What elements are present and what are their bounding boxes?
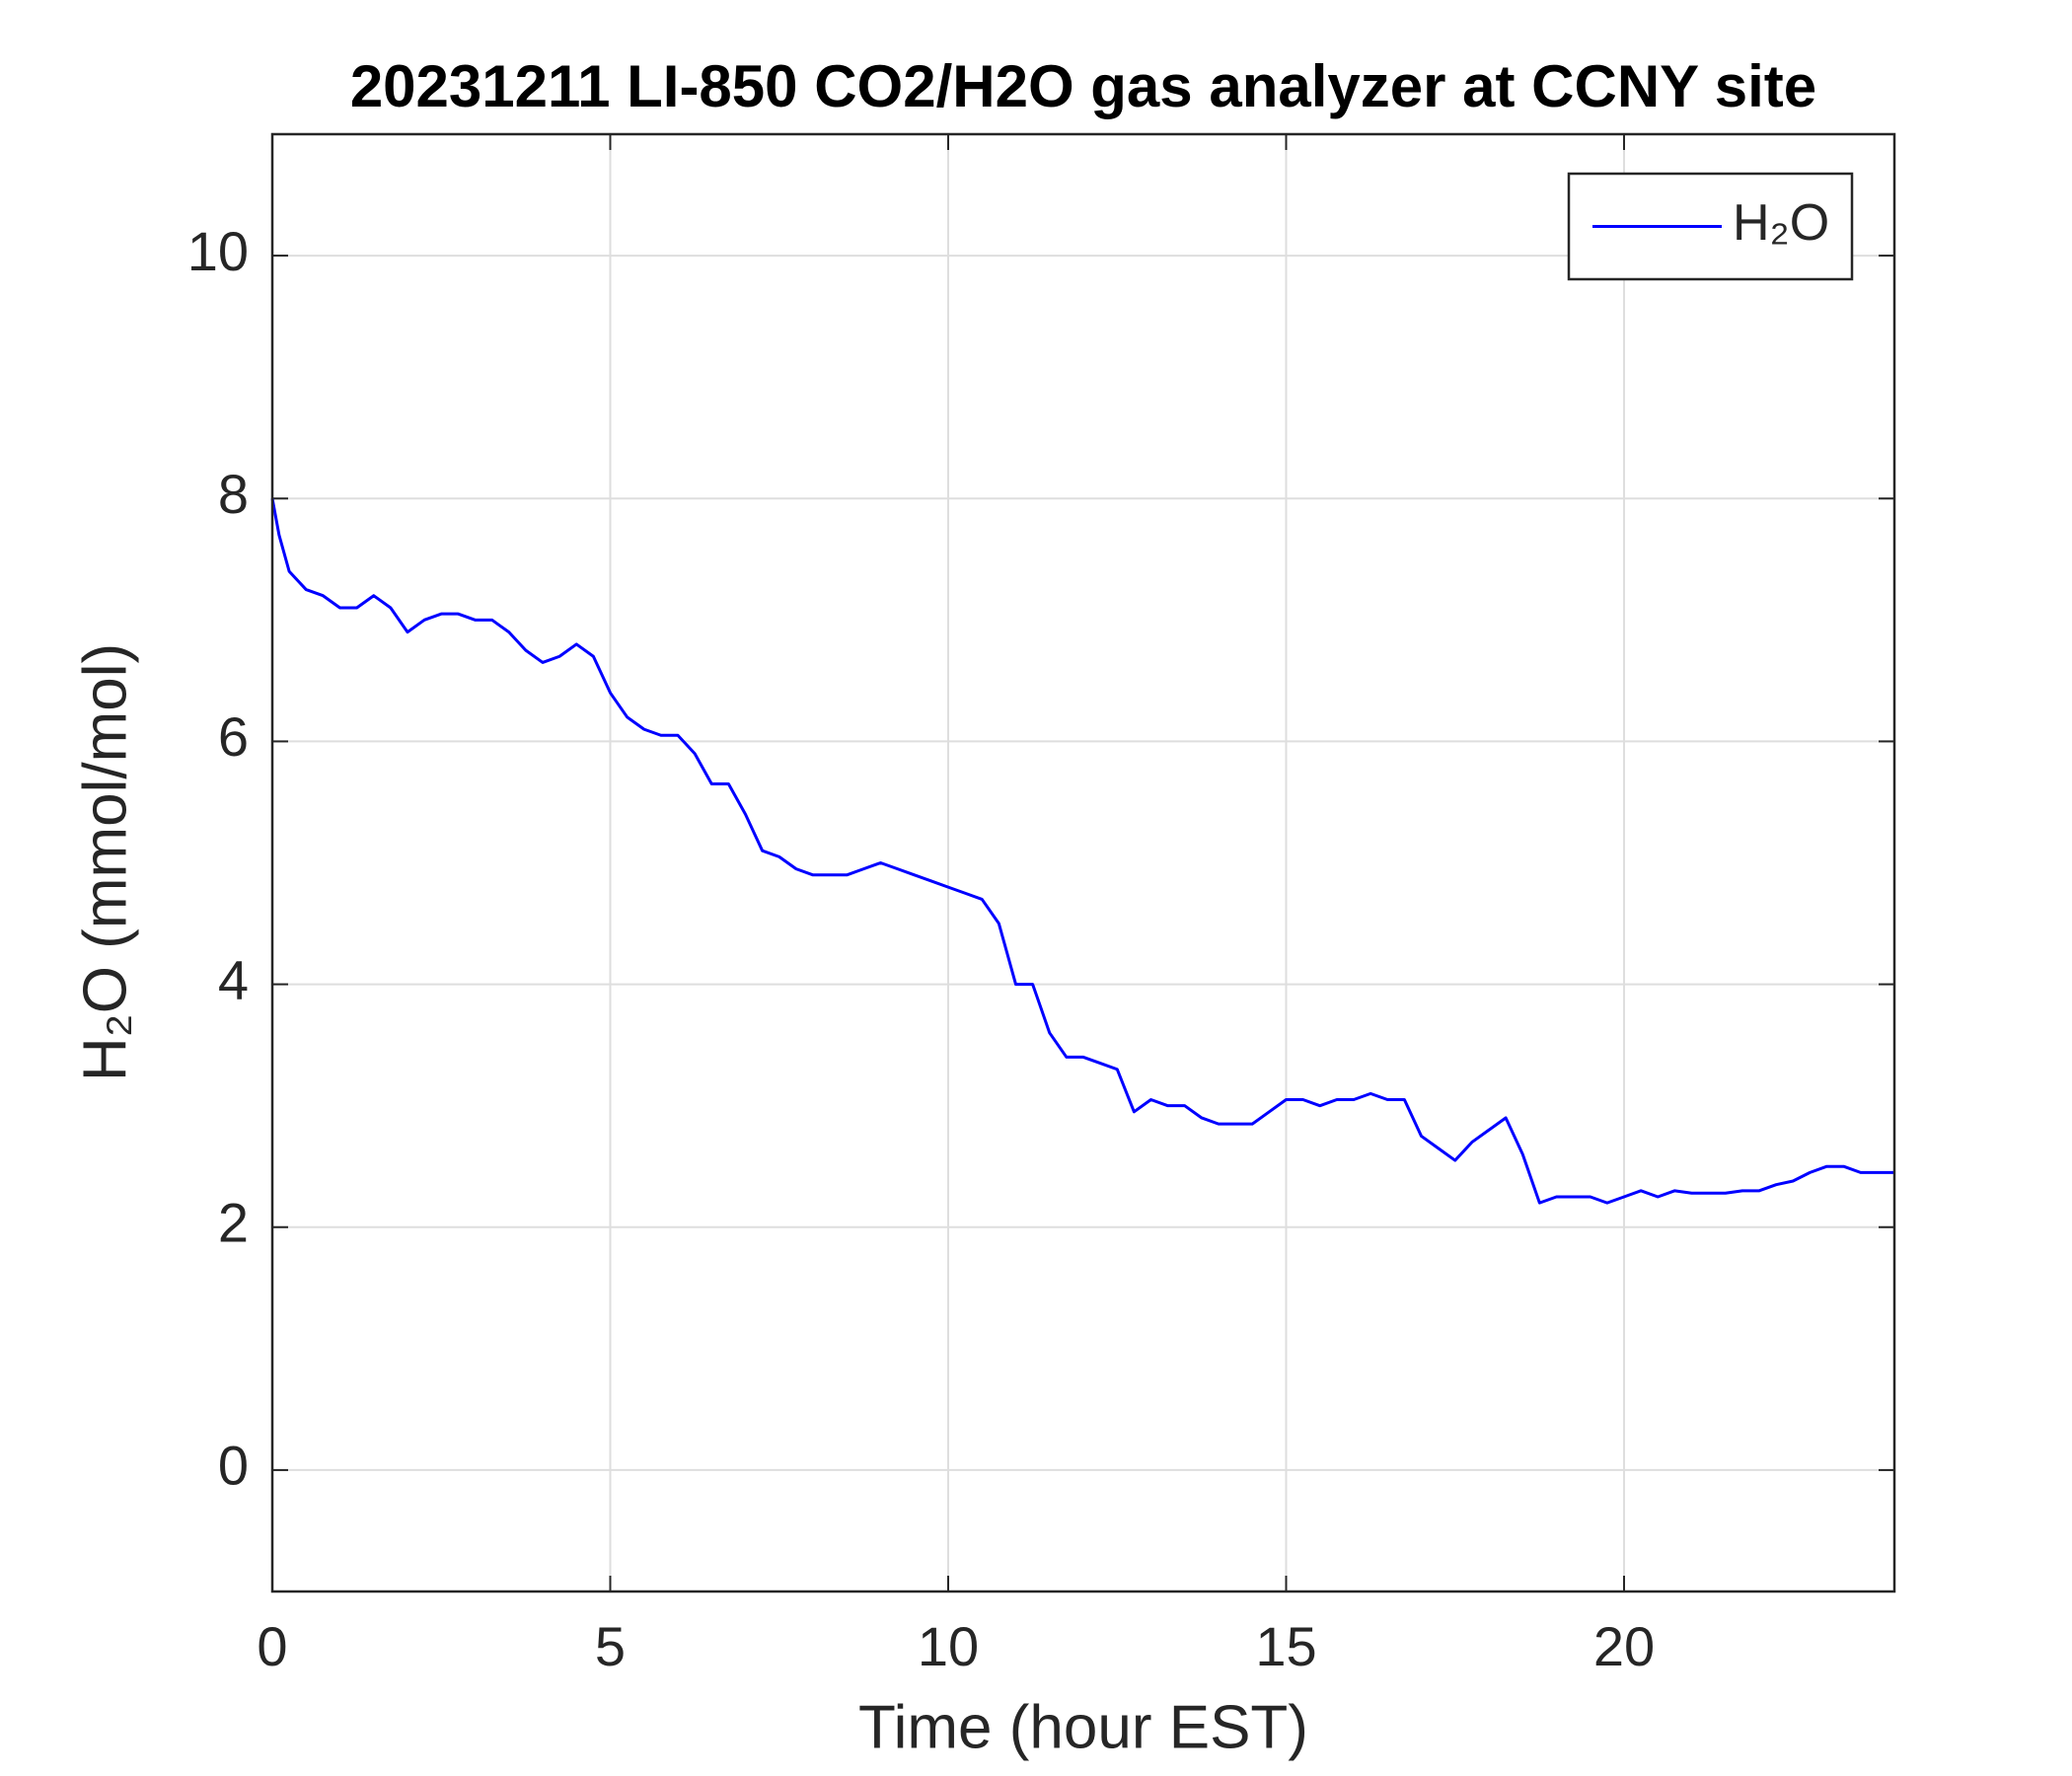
y-tick-label: 4 <box>218 948 249 1010</box>
y-tick-label: 0 <box>218 1435 249 1497</box>
y-tick-label: 6 <box>218 705 249 768</box>
y-tick-label: 8 <box>218 463 249 525</box>
x-tick-label: 15 <box>1255 1615 1316 1677</box>
x-tick-label: 5 <box>595 1615 626 1677</box>
x-tick-label: 20 <box>1593 1615 1655 1677</box>
x-axis-label: Time (hour EST) <box>858 1693 1308 1761</box>
x-tick-label: 0 <box>257 1615 287 1677</box>
legend-label: H₂O <box>1733 194 1829 252</box>
y-tick-label: 10 <box>187 220 249 282</box>
data-line <box>270 497 1894 1205</box>
axes-box <box>270 132 1896 1593</box>
x-tick-label: 10 <box>918 1615 979 1677</box>
y-tick-label: 2 <box>218 1192 249 1254</box>
y-axis-label: H₂O (mmol/mol) <box>71 643 139 1081</box>
chart-title: 20231211 LI-850 CO2/H2O gas analyzer at … <box>350 53 1816 119</box>
